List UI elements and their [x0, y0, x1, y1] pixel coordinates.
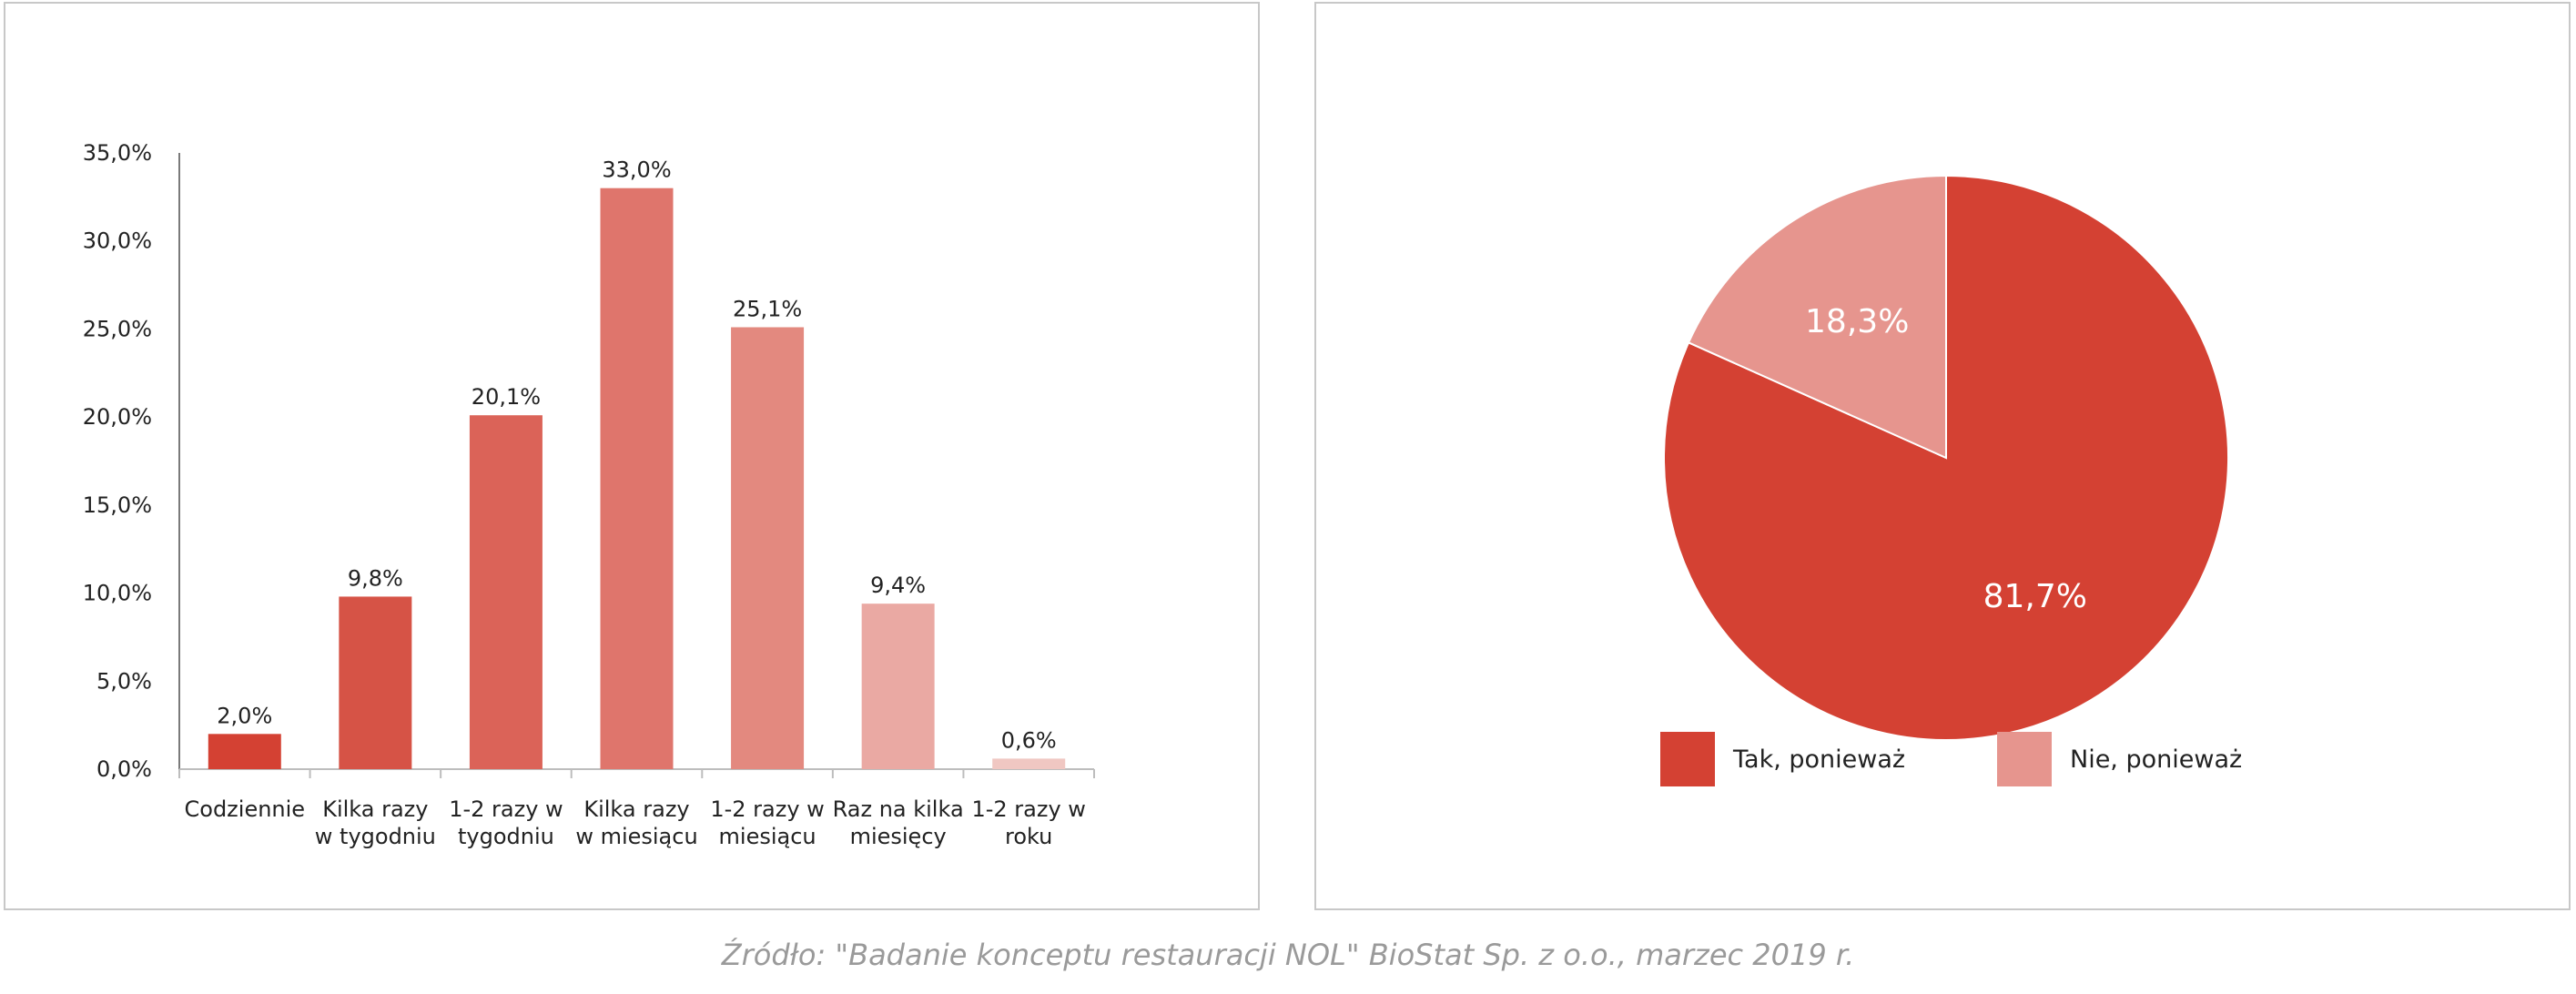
bar [208, 734, 281, 769]
legend-label-1: Nie, ponieważ [2070, 745, 2243, 774]
x-tick-label: w tygodniu [315, 824, 436, 849]
legend-swatch-0 [1660, 732, 1715, 786]
x-tick-label: Codziennie [185, 796, 306, 822]
legend-label-0: Tak, ponieważ [1733, 745, 1906, 774]
bar-value-label: 9,8% [348, 565, 403, 591]
bar-chart: 0,0% 5,0% 10,0% 15,0% 20,0% 25,0% 30,0% 35,0% 2,… [83, 140, 1095, 849]
bar-chart-panel: 0,0% 5,0% 10,0% 15,0% 20,0% 25,0% 30,0% 35,0% 2,… [4, 2, 1260, 910]
pie-slice [1687, 174, 1947, 460]
x-tick-label: tygodniu [458, 824, 554, 849]
source-caption: Źródło: "Badanie konceptu restauracji NO… [721, 938, 1855, 972]
pie-legend-item-0: Tak, ponieważ [1660, 732, 1905, 786]
bar-value-label: 25,1% [733, 296, 802, 321]
y-tick-label: 20,0% [83, 404, 152, 430]
y-tick-label: 30,0% [83, 228, 152, 254]
y-tick-label: 35,0% [83, 140, 152, 166]
bar-value-label: 20,1% [472, 384, 541, 410]
bar [600, 188, 674, 769]
bar [469, 415, 543, 769]
pie-chart-panel: 81,7% 18,3% Tak, ponieważ Nie, ponieważ [1314, 2, 2571, 910]
x-tick-label: Kilka razy [583, 796, 689, 822]
x-tick-label: 1-2 razy w [971, 796, 1085, 822]
bar [861, 604, 935, 769]
x-tick-label: w miesiącu [575, 824, 697, 849]
x-tick-label: 1-2 razy w [710, 796, 824, 822]
y-tick-label: 5,0% [96, 668, 152, 694]
bar [731, 327, 805, 769]
x-tick-label: miesięcy [850, 824, 947, 849]
pie-chart: 81,7% 18,3% [1663, 174, 2229, 741]
x-tick-label: roku [1005, 824, 1052, 849]
pie-slice [1663, 174, 2229, 741]
legend-swatch-1 [1997, 732, 2052, 786]
bar-value-label: 9,4% [870, 573, 926, 598]
bar-value-label: 2,0% [217, 703, 272, 728]
pie-slice-label: 18,3% [1805, 303, 1909, 340]
y-tick-label: 10,0% [83, 581, 152, 606]
x-tick-label: Kilka razy [322, 796, 428, 822]
bar-value-label: 33,0% [602, 157, 671, 183]
bar [339, 596, 412, 769]
y-tick-label: 15,0% [83, 492, 152, 518]
x-tick-label: miesiącu [719, 824, 816, 849]
y-tick-label: 0,0% [96, 756, 152, 782]
bar-value-label: 0,6% [1001, 727, 1057, 753]
y-tick-label: 25,0% [83, 316, 152, 341]
bar [992, 758, 1066, 769]
x-tick-label: 1-2 razy w [449, 796, 563, 822]
pie-slice-label: 81,7% [1983, 578, 2087, 615]
pie-legend-item-1: Nie, ponieważ [1997, 732, 2242, 786]
x-tick-label: Raz na kilka [833, 796, 964, 822]
